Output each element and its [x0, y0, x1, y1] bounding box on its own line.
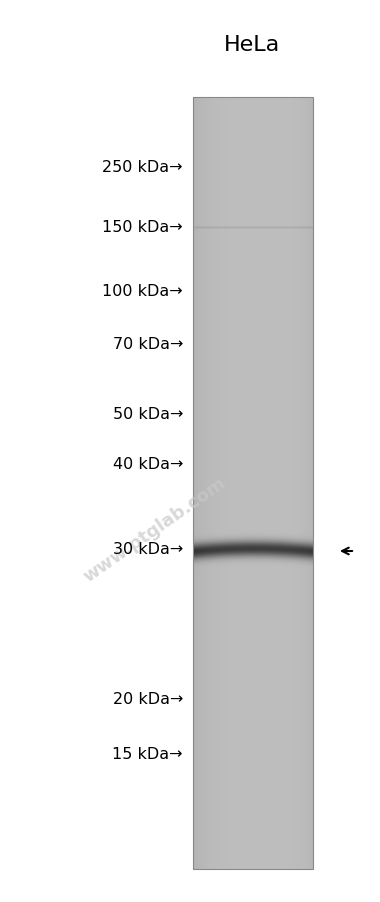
Text: www.ptglab.com: www.ptglab.com — [81, 474, 230, 585]
Text: 100 kDa→: 100 kDa→ — [102, 284, 183, 299]
Text: 150 kDa→: 150 kDa→ — [102, 220, 183, 235]
Text: 20 kDa→: 20 kDa→ — [112, 692, 183, 706]
Text: 30 kDa→: 30 kDa→ — [113, 542, 183, 557]
Text: HeLa: HeLa — [224, 35, 280, 55]
Text: 40 kDa→: 40 kDa→ — [112, 457, 183, 472]
Text: 250 kDa→: 250 kDa→ — [103, 161, 183, 175]
Text: 50 kDa→: 50 kDa→ — [112, 407, 183, 422]
Text: 15 kDa→: 15 kDa→ — [112, 747, 183, 761]
Text: 70 kDa→: 70 kDa→ — [112, 337, 183, 352]
Bar — [193, 98, 313, 869]
